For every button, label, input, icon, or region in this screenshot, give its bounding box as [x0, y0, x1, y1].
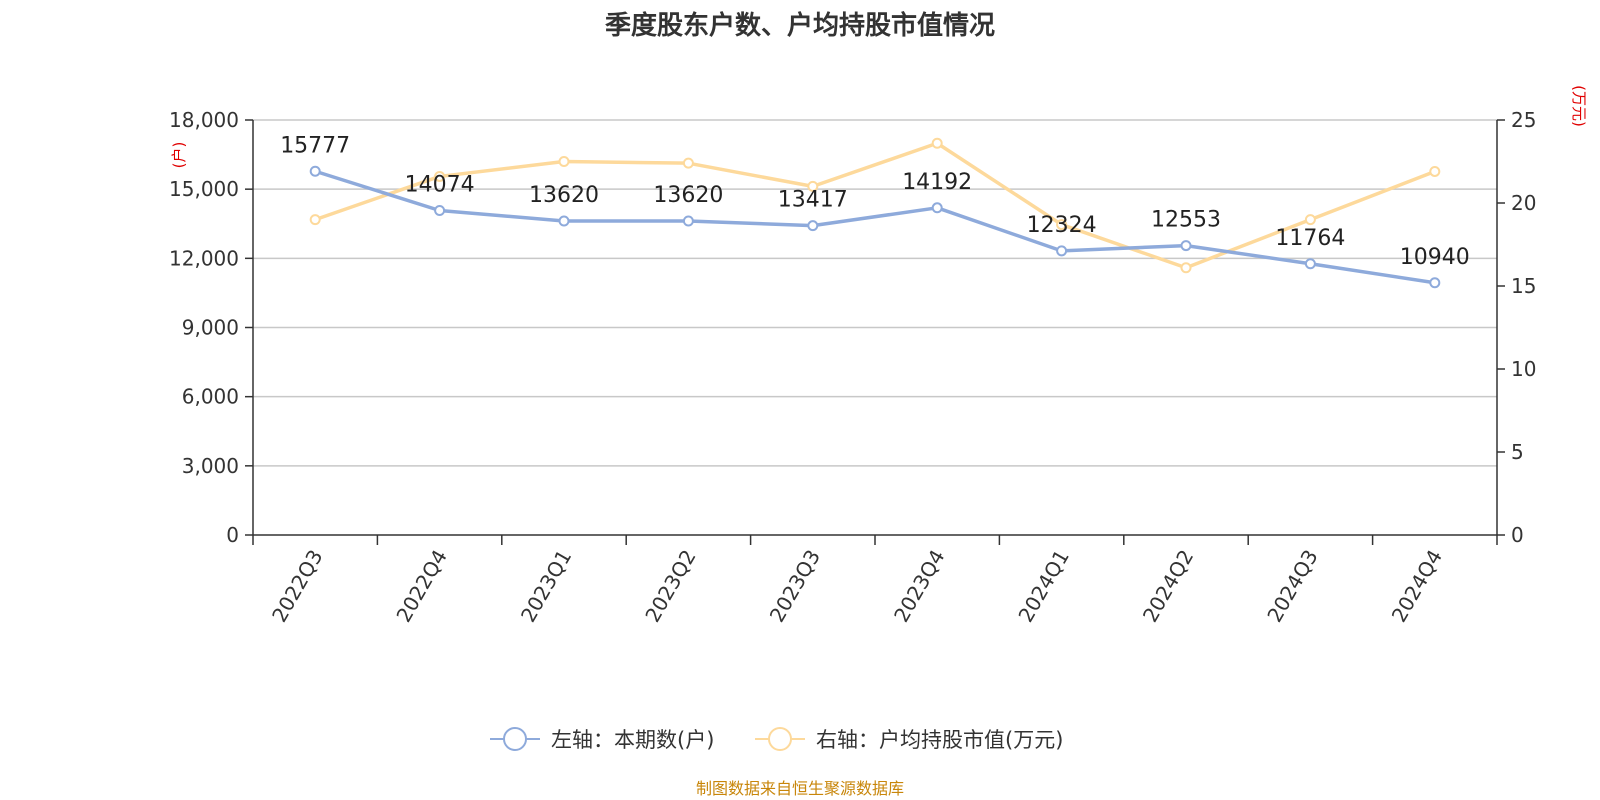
- data-label: 14074: [405, 173, 475, 198]
- left-tick-label: 18,000: [169, 108, 239, 132]
- series-line-right: [314, 141, 1436, 270]
- data-label: 11764: [1275, 226, 1345, 251]
- right-tick-label: 15: [1511, 274, 1536, 298]
- x-tick-label: 2023Q4: [889, 545, 949, 626]
- legend-circle-icon: [503, 727, 527, 751]
- data-labels: 15777 14074 13620 13620 13417 14192 12324 12553…: [280, 133, 1470, 270]
- data-point-left: [1429, 277, 1441, 289]
- grid-lines: [253, 119, 1497, 467]
- legend-label-right: 右轴：户均持股市值(万元): [816, 728, 1063, 752]
- data-point-left: [558, 215, 570, 227]
- legend-circle-icon: [768, 727, 792, 751]
- right-tick-label: 5: [1511, 440, 1524, 464]
- data-point-right: [931, 137, 943, 149]
- left-tick-label: 3,000: [182, 454, 239, 478]
- right-tick-label: 25: [1511, 108, 1536, 132]
- x-tick-label: 2023Q3: [765, 546, 825, 627]
- series-layer: [309, 137, 1441, 289]
- data-point-left: [682, 215, 694, 227]
- legend-item-right[interactable]: 右轴：户均持股市值(万元): [755, 727, 1063, 752]
- left-tick-label: 6,000: [182, 385, 239, 409]
- data-point-right: [1304, 214, 1316, 226]
- data-point-right: [1429, 165, 1441, 177]
- x-tick-label: 2022Q3: [267, 546, 327, 627]
- data-point-left: [309, 165, 321, 177]
- axes: 0 3,000 6,000 9,000 12,000 15,000 18,000 0 5 10 15…: [169, 108, 1536, 626]
- data-label: 13620: [653, 183, 723, 208]
- x-tick-label: 2024Q3: [1262, 546, 1322, 627]
- x-tick-label: 2024Q2: [1138, 546, 1198, 627]
- left-tick-label: 12,000: [169, 246, 239, 270]
- data-label: 10940: [1400, 245, 1470, 270]
- data-point-right: [1056, 219, 1068, 231]
- left-axis-unit: (户): [170, 142, 188, 169]
- data-point-right: [309, 214, 321, 226]
- data-point-right: [807, 180, 819, 192]
- data-label: 14192: [902, 170, 972, 195]
- right-tick-label: 10: [1511, 357, 1536, 381]
- data-point-left: [434, 205, 446, 217]
- data-label: 13620: [529, 183, 599, 208]
- legend-item-left[interactable]: 左轴：本期数(户): [490, 727, 714, 752]
- left-tick-label: 9,000: [182, 316, 239, 340]
- x-tick-label: 2023Q1: [516, 546, 576, 627]
- data-point-left: [931, 202, 943, 214]
- legend: 左轴：本期数(户) 右轴：户均持股市值(万元): [490, 727, 1063, 752]
- right-tick-label: 20: [1511, 191, 1536, 215]
- data-point-left: [1304, 258, 1316, 270]
- chart-title: 季度股东户数、户均持股市值情况: [605, 10, 995, 41]
- x-tick-label: 2024Q1: [1013, 546, 1073, 627]
- x-tick-label: 2023Q2: [640, 546, 700, 627]
- left-tick-label: 0: [226, 523, 239, 547]
- x-tick-label: 2022Q4: [391, 546, 451, 627]
- data-point-right: [434, 170, 446, 182]
- left-tick-label: 15,000: [169, 177, 239, 201]
- source-note: 制图数据来自恒生聚源数据库: [696, 779, 904, 798]
- data-point-right: [1180, 262, 1192, 274]
- data-point-right: [558, 156, 570, 167]
- x-tick-label: 2024Q4: [1387, 546, 1447, 627]
- data-point-left: [807, 220, 819, 232]
- right-tick-label: 0: [1511, 523, 1524, 547]
- series-line-left: [314, 169, 1436, 285]
- data-point-left: [1180, 240, 1192, 252]
- legend-label-left: 左轴：本期数(户): [551, 728, 714, 752]
- right-axis-unit: (万元): [1570, 85, 1588, 127]
- data-point-left: [1056, 245, 1068, 257]
- data-label: 12324: [1027, 213, 1097, 238]
- data-label: 15777: [280, 133, 350, 158]
- data-point-right: [682, 157, 694, 169]
- data-label: 12553: [1151, 208, 1221, 233]
- data-label: 13417: [778, 188, 848, 213]
